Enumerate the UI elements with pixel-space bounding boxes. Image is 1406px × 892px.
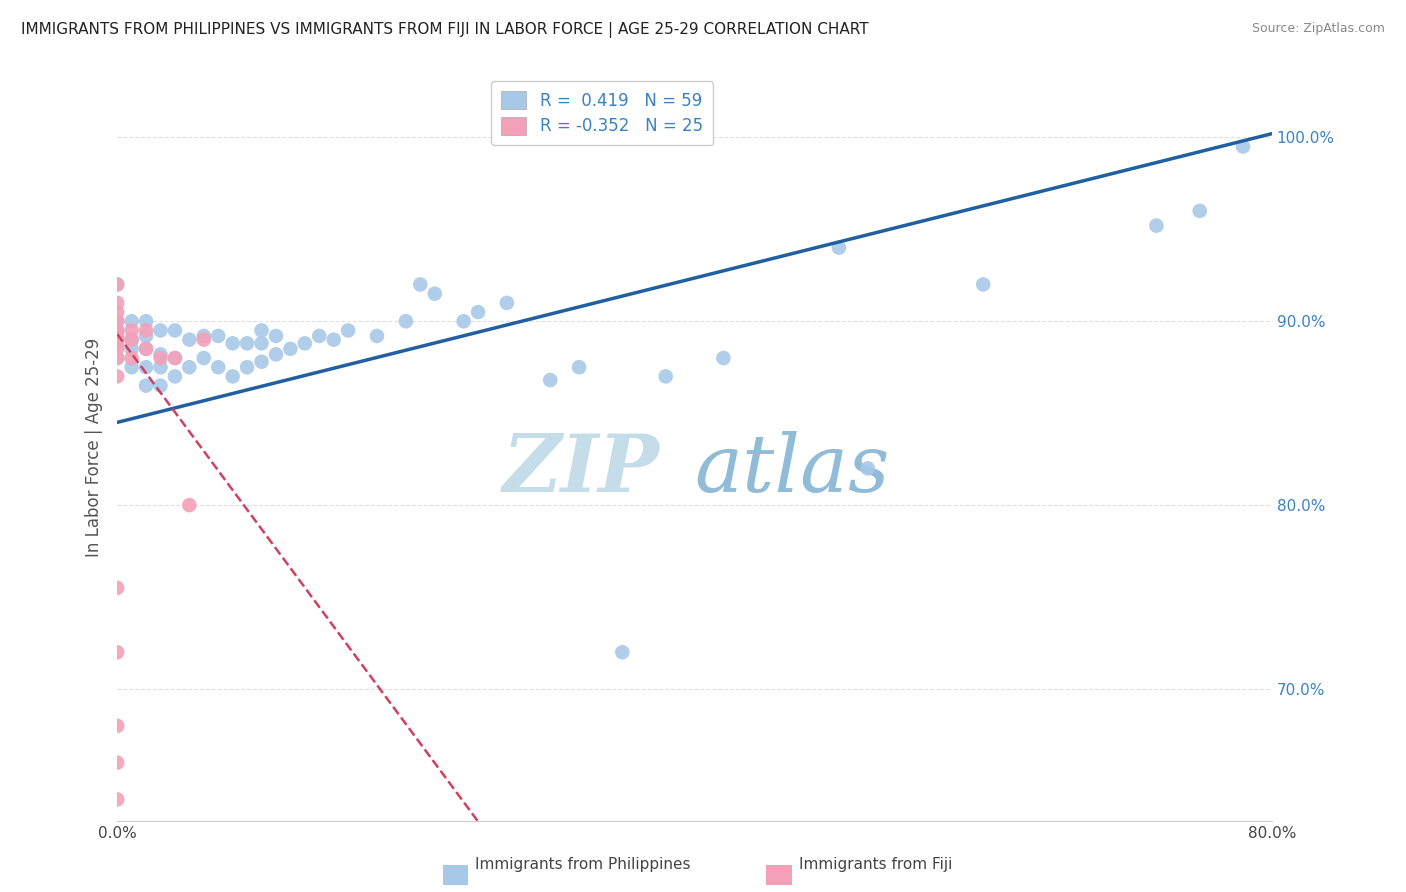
Point <box>105 329 128 343</box>
Point <box>105 296 128 310</box>
Point <box>395 314 418 328</box>
Point <box>236 336 259 351</box>
Point <box>250 354 273 368</box>
Point <box>856 461 879 475</box>
Point <box>612 645 634 659</box>
Point <box>366 329 388 343</box>
Point <box>193 351 215 365</box>
Point <box>121 333 143 347</box>
Point <box>121 323 143 337</box>
Point <box>568 360 591 375</box>
Point <box>250 323 273 337</box>
Point <box>179 498 201 512</box>
Point <box>538 373 561 387</box>
Point <box>149 351 172 365</box>
Point <box>121 314 143 328</box>
Point <box>236 360 259 375</box>
Point <box>163 369 186 384</box>
Point <box>163 351 186 365</box>
Point <box>105 333 128 347</box>
Point <box>105 305 128 319</box>
Point <box>972 277 994 292</box>
Point <box>121 333 143 347</box>
Y-axis label: In Labor Force | Age 25-29: In Labor Force | Age 25-29 <box>86 337 103 557</box>
Point <box>105 756 128 770</box>
Point <box>1144 219 1167 233</box>
Point <box>264 329 287 343</box>
Point <box>337 323 360 337</box>
Legend: R =  0.419   N = 59, R = -0.352   N = 25: R = 0.419 N = 59, R = -0.352 N = 25 <box>492 81 713 145</box>
Point <box>221 336 243 351</box>
Point <box>149 323 172 337</box>
Point <box>179 333 201 347</box>
Point <box>105 369 128 384</box>
Text: Source: ZipAtlas.com: Source: ZipAtlas.com <box>1251 22 1385 36</box>
Point <box>308 329 330 343</box>
Point <box>221 369 243 384</box>
Point <box>496 296 519 310</box>
Point <box>105 277 128 292</box>
Point <box>105 336 128 351</box>
Point <box>105 645 128 659</box>
Point <box>207 360 229 375</box>
Point <box>135 314 157 328</box>
Point <box>280 342 302 356</box>
Point <box>423 286 446 301</box>
Point <box>105 351 128 365</box>
Point <box>264 347 287 361</box>
Text: IMMIGRANTS FROM PHILIPPINES VS IMMIGRANTS FROM FIJI IN LABOR FORCE | AGE 25-29 C: IMMIGRANTS FROM PHILIPPINES VS IMMIGRANT… <box>21 22 869 38</box>
Point <box>121 342 143 356</box>
Point <box>135 323 157 337</box>
Point <box>105 719 128 733</box>
Point <box>121 351 143 365</box>
Text: Immigrants from Fiji: Immigrants from Fiji <box>799 857 952 872</box>
Point <box>828 241 851 255</box>
Point <box>193 333 215 347</box>
Point <box>105 314 128 328</box>
Point <box>135 360 157 375</box>
Point <box>135 378 157 392</box>
Point <box>135 342 157 356</box>
Point <box>105 323 128 337</box>
Point <box>105 314 128 328</box>
Point <box>149 360 172 375</box>
Text: atlas: atlas <box>695 431 890 508</box>
Point <box>163 323 186 337</box>
Point <box>105 342 128 356</box>
Point <box>105 323 128 337</box>
Point <box>654 369 676 384</box>
Point <box>1232 139 1254 153</box>
Point <box>121 360 143 375</box>
Point <box>207 329 229 343</box>
Point <box>193 329 215 343</box>
Text: Immigrants from Philippines: Immigrants from Philippines <box>475 857 690 872</box>
Point <box>713 351 735 365</box>
Point <box>179 360 201 375</box>
Point <box>409 277 432 292</box>
Point <box>135 329 157 343</box>
Point <box>467 305 489 319</box>
Point <box>135 342 157 356</box>
Point <box>105 792 128 806</box>
Point <box>1188 203 1211 218</box>
Point <box>294 336 316 351</box>
Point <box>105 581 128 595</box>
Text: ZIP: ZIP <box>503 431 659 508</box>
Point <box>250 336 273 351</box>
Point <box>149 347 172 361</box>
Point <box>105 277 128 292</box>
Point <box>322 333 344 347</box>
Point <box>163 351 186 365</box>
Point <box>149 378 172 392</box>
Point <box>105 351 128 365</box>
Point <box>105 333 128 347</box>
Point <box>453 314 475 328</box>
